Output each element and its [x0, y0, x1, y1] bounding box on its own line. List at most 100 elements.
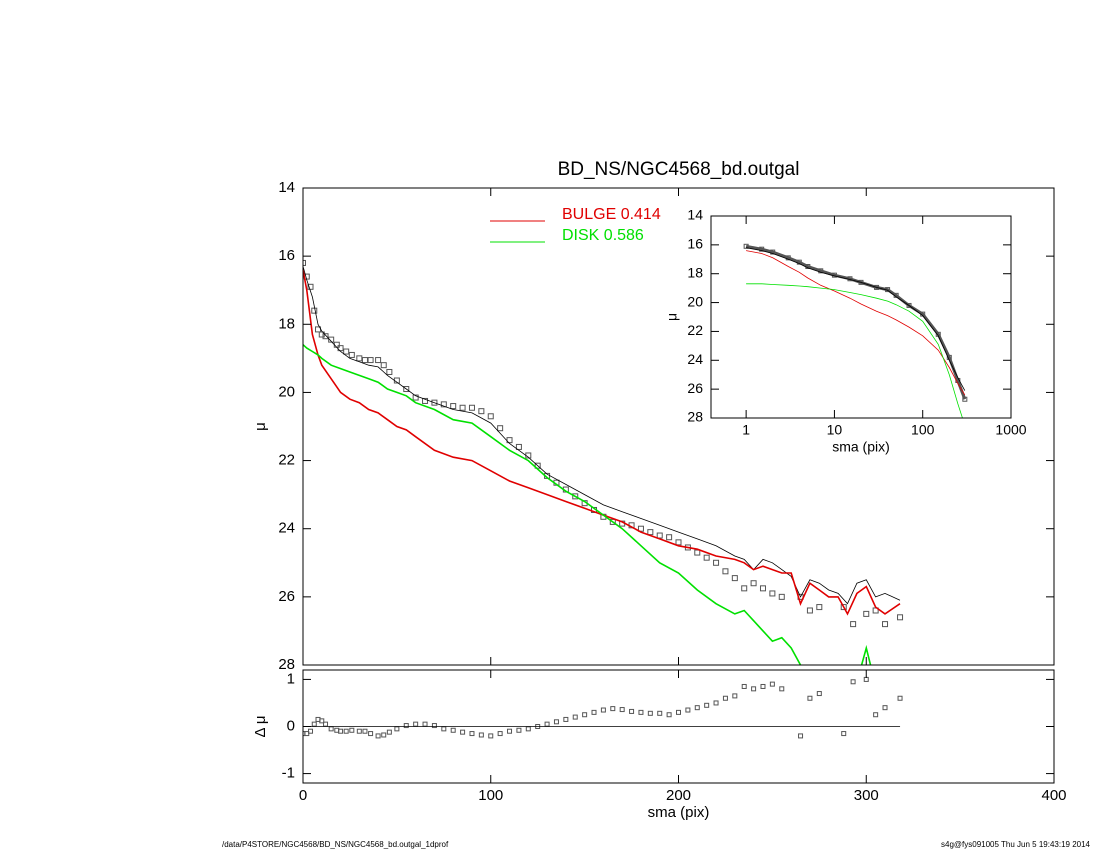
- data-point: [863, 610, 870, 617]
- footer-left: /data/P4STORE/NGC4568/BD_NS/NGC4568_bd.o…: [222, 840, 449, 849]
- data-point: [343, 728, 349, 734]
- data-point: [785, 255, 791, 261]
- data-point: [380, 362, 387, 369]
- data-point: [732, 693, 738, 699]
- data-point: [666, 534, 673, 541]
- data-point: [488, 733, 494, 739]
- data-point: [858, 279, 864, 285]
- y-tick-label: 18: [687, 264, 703, 280]
- data-point: [506, 437, 513, 444]
- data-point: [796, 259, 802, 265]
- data-point: [841, 731, 847, 737]
- data-point: [656, 532, 663, 539]
- y-tick-label: 22: [687, 322, 703, 338]
- data-point: [381, 732, 387, 738]
- data-point: [450, 727, 456, 733]
- data-point: [882, 621, 889, 628]
- y-tick-label: 26: [687, 380, 703, 396]
- model-line: [303, 269, 901, 616]
- data-point: [394, 726, 400, 732]
- data-point: [311, 721, 317, 727]
- data-point: [873, 712, 879, 718]
- data-point: [722, 695, 728, 701]
- data-point: [422, 397, 429, 404]
- data-point: [307, 283, 314, 290]
- x-tick-label: 10: [827, 422, 843, 438]
- y-tick-label: 14: [278, 179, 295, 196]
- data-point: [731, 575, 738, 582]
- y-tick-label: 24: [687, 351, 703, 367]
- data-point: [638, 709, 644, 715]
- model-line: [303, 344, 872, 665]
- frame: [302, 187, 1055, 666]
- data-point: [619, 707, 625, 713]
- data-point: [741, 585, 748, 592]
- data-point: [874, 284, 880, 290]
- data-point: [798, 733, 804, 739]
- data-point: [759, 585, 766, 592]
- observed-line: [745, 244, 967, 400]
- data-point: [906, 302, 912, 308]
- data-point: [722, 568, 729, 575]
- data-point: [459, 404, 466, 411]
- data-point: [368, 731, 374, 737]
- data-point: [882, 705, 888, 711]
- data-point: [367, 357, 374, 364]
- data-point: [311, 307, 318, 314]
- data-point: [386, 368, 393, 375]
- y-tick-label: 20: [687, 293, 703, 309]
- data-point: [818, 268, 824, 274]
- data-point: [572, 493, 579, 500]
- data-point: [412, 394, 419, 401]
- data-point: [806, 607, 813, 614]
- data-point: [816, 604, 823, 611]
- chart-title: BD_NS/NGC4568_bd.outgal: [558, 159, 800, 180]
- x-tick-label: 100: [911, 422, 935, 438]
- x-tick-label: 0: [299, 787, 307, 804]
- data-point: [704, 702, 710, 708]
- data-point: [647, 710, 653, 716]
- data-point: [553, 719, 559, 725]
- data-point: [750, 580, 757, 587]
- data-point: [450, 403, 457, 410]
- y-tick-label: 24: [278, 520, 295, 537]
- x-axis-label: sma (pix): [648, 804, 710, 821]
- data-point: [497, 731, 503, 737]
- data-point: [778, 593, 785, 600]
- data-point: [349, 727, 355, 733]
- x-tick-label: 400: [1041, 787, 1066, 804]
- data-point: [600, 707, 606, 713]
- x-tick-label: 200: [666, 787, 691, 804]
- data-point: [743, 243, 749, 249]
- data-point: [375, 733, 381, 739]
- frame: [710, 215, 1012, 419]
- data-point: [657, 710, 663, 716]
- data-point: [850, 621, 857, 628]
- data-point: [478, 408, 485, 415]
- data-point: [897, 695, 903, 701]
- data-point: [403, 386, 410, 393]
- data-point: [582, 712, 588, 718]
- data-point: [850, 679, 856, 685]
- data-point: [769, 681, 775, 687]
- y-tick-label: 16: [278, 247, 295, 264]
- y-tick-label: 20: [278, 383, 295, 400]
- data-point: [694, 549, 701, 556]
- data-point: [338, 728, 344, 734]
- data-point: [469, 731, 475, 737]
- data-point: [629, 708, 635, 714]
- data-point: [703, 554, 710, 561]
- data-point: [840, 604, 847, 611]
- data-point: [675, 539, 682, 546]
- x-tick-label: 1: [742, 422, 750, 438]
- data-point: [666, 712, 672, 718]
- data-point: [769, 590, 776, 597]
- data-point: [413, 721, 419, 727]
- data-point: [308, 728, 314, 734]
- y-tick-label: 14: [687, 207, 703, 223]
- data-point: [328, 336, 335, 343]
- model-line: [303, 266, 901, 605]
- model-line: [746, 250, 966, 396]
- data-point: [460, 729, 466, 735]
- data-point: [356, 355, 363, 362]
